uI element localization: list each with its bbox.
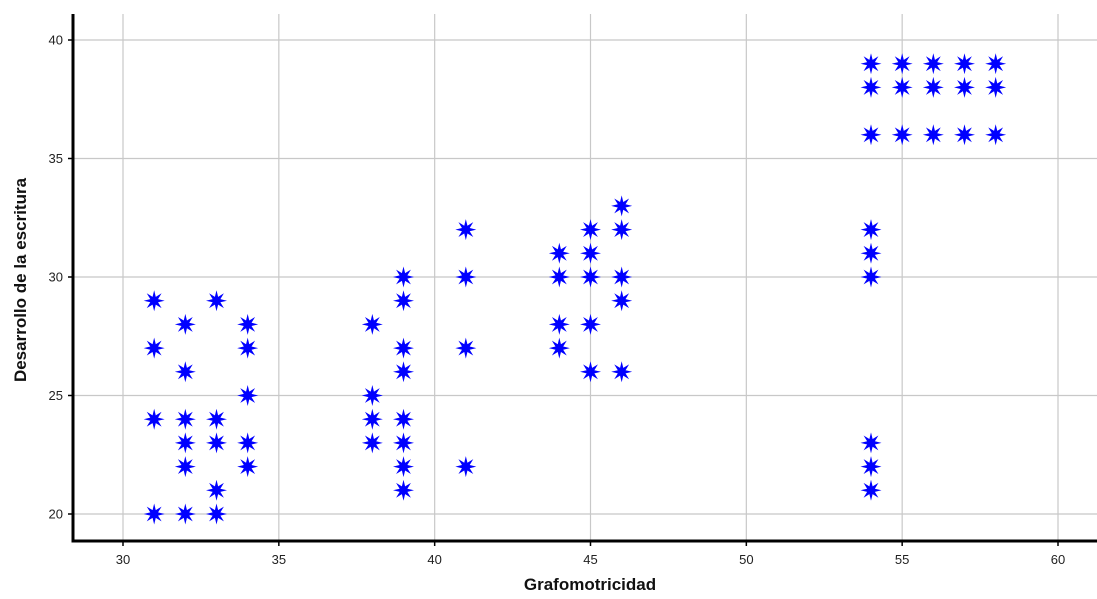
data-point xyxy=(143,290,165,312)
data-point xyxy=(860,53,882,75)
data-point xyxy=(393,479,414,501)
x-tick-label: 35 xyxy=(272,552,286,567)
data-point xyxy=(174,361,196,383)
data-point xyxy=(891,124,913,146)
data-point xyxy=(611,266,633,288)
data-point xyxy=(860,456,882,478)
data-point xyxy=(922,124,944,146)
data-point xyxy=(455,456,477,478)
grid-lines xyxy=(73,14,1097,541)
data-point xyxy=(891,76,913,98)
data-point xyxy=(237,432,259,454)
data-point xyxy=(393,337,414,359)
data-point xyxy=(860,242,882,264)
data-point xyxy=(548,337,570,359)
data-point xyxy=(206,432,227,454)
data-point xyxy=(611,290,633,312)
data-point xyxy=(860,479,882,501)
data-point xyxy=(143,337,165,359)
y-tick-label: 35 xyxy=(49,151,63,166)
data-point xyxy=(361,408,383,430)
data-point xyxy=(860,219,882,241)
data-point xyxy=(393,290,414,312)
data-point xyxy=(361,385,383,406)
y-axis-title: Desarrollo de la escritura xyxy=(11,177,30,382)
data-point xyxy=(922,76,944,98)
data-point xyxy=(393,456,414,478)
data-point xyxy=(580,313,601,335)
x-tick-label: 40 xyxy=(427,552,441,567)
data-points xyxy=(143,53,1007,525)
data-point xyxy=(985,124,1007,146)
data-point xyxy=(174,313,196,335)
data-point xyxy=(174,456,196,478)
data-point xyxy=(393,266,414,288)
data-point xyxy=(455,266,477,288)
data-point xyxy=(891,53,913,75)
data-point xyxy=(954,76,975,98)
data-point xyxy=(954,124,975,146)
data-point xyxy=(174,503,196,525)
data-point xyxy=(580,361,601,383)
data-point xyxy=(206,479,227,501)
data-point xyxy=(580,266,601,288)
data-point xyxy=(455,219,477,241)
data-point xyxy=(580,219,601,241)
data-point xyxy=(393,408,414,430)
data-point xyxy=(548,242,570,264)
data-point xyxy=(611,219,633,241)
tick-labels: 30 35 40 45 50 55 60 20 25 30 35 40 xyxy=(49,33,1066,568)
data-point xyxy=(143,503,165,525)
y-tick-label: 40 xyxy=(49,33,63,48)
data-point xyxy=(548,313,570,335)
axes xyxy=(71,14,1097,543)
data-point xyxy=(860,432,882,454)
y-tick-label: 25 xyxy=(49,388,63,403)
x-tick-label: 45 xyxy=(583,552,597,567)
data-point xyxy=(206,408,227,430)
data-point xyxy=(237,313,259,335)
data-point xyxy=(954,53,975,75)
x-tick-label: 55 xyxy=(895,552,909,567)
x-axis-title: Grafomotricidad xyxy=(524,575,656,594)
data-point xyxy=(361,432,383,454)
data-point xyxy=(237,385,259,406)
data-point xyxy=(985,53,1007,75)
data-point xyxy=(393,432,414,454)
data-point xyxy=(206,503,227,525)
data-point xyxy=(860,124,882,146)
x-tick-label: 30 xyxy=(116,552,130,567)
data-point xyxy=(922,53,944,75)
y-tick-label: 30 xyxy=(49,270,63,285)
data-point xyxy=(455,337,477,359)
data-point xyxy=(206,290,227,312)
data-point xyxy=(361,313,383,335)
data-point xyxy=(611,195,633,217)
data-point xyxy=(548,266,570,288)
x-tick-label: 50 xyxy=(739,552,753,567)
data-point xyxy=(860,266,882,288)
x-tick-label: 60 xyxy=(1051,552,1065,567)
y-tick-label: 20 xyxy=(49,507,63,522)
data-point xyxy=(580,242,601,264)
data-point xyxy=(860,76,882,98)
data-point xyxy=(611,361,633,383)
data-point xyxy=(237,456,259,478)
data-point xyxy=(237,337,259,359)
data-point xyxy=(174,408,196,430)
data-point xyxy=(174,432,196,454)
data-point xyxy=(985,76,1007,98)
data-point xyxy=(393,361,414,383)
data-point xyxy=(143,408,165,430)
